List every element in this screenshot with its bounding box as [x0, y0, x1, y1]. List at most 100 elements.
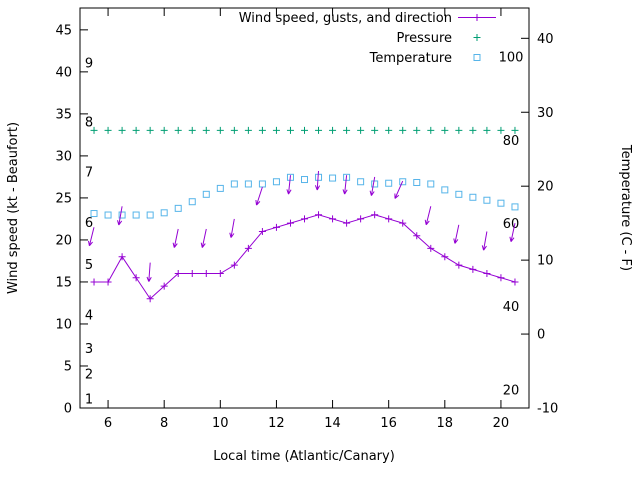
square-marker	[469, 193, 477, 201]
square-marker	[329, 174, 337, 182]
plus-marker	[202, 270, 210, 278]
left-ticks: 0 5 10 15 20 25 30 35 40 45	[55, 23, 88, 417]
plus-marker	[371, 211, 379, 219]
plus-marker	[413, 126, 421, 134]
x-tick-label: 18	[437, 416, 454, 431]
legend-label-temperature: Temperature	[369, 51, 452, 66]
beaufort-label: 4	[85, 309, 93, 324]
x-tick-label: 6	[104, 416, 112, 431]
x-tick-label: 20	[493, 416, 510, 431]
square-marker	[301, 176, 308, 184]
square-marker	[244, 180, 252, 188]
plus-marker	[230, 261, 238, 269]
left-tick-label: 15	[55, 275, 72, 290]
gust-direction-arrow	[394, 180, 404, 199]
plus-marker	[286, 219, 294, 227]
plus-marker	[258, 126, 266, 134]
square-marker	[511, 203, 519, 211]
square-marker	[188, 198, 196, 206]
left-tick-label: 5	[64, 359, 72, 374]
plot-area: 6 8 10 12 14 16 18 20051015202530354045-1001020…	[55, 7, 558, 431]
plus-marker	[202, 126, 210, 134]
plus-marker	[315, 126, 323, 134]
plus-marker	[188, 270, 196, 278]
square-marker	[427, 180, 435, 188]
square-marker	[230, 180, 238, 188]
square-marker	[413, 178, 421, 186]
right-tick-label: 0	[537, 328, 545, 343]
plus-marker	[371, 126, 379, 134]
x-tick-label: 16	[380, 416, 397, 431]
square-marker	[216, 184, 224, 192]
left-tick-label: 30	[55, 149, 72, 164]
beaufort-label: 1	[85, 393, 93, 408]
square-marker	[441, 186, 449, 194]
wind-series	[90, 211, 519, 303]
plus-marker	[258, 228, 266, 236]
inner-right-label: 40	[503, 300, 520, 315]
square-marker	[174, 204, 182, 212]
gust-direction-arrow	[481, 231, 488, 251]
plus-marker	[272, 223, 280, 231]
inner-right-label: 60	[503, 217, 520, 232]
beaufort-label: 6	[85, 216, 93, 231]
plus-marker	[427, 244, 435, 252]
plus-marker	[301, 126, 308, 134]
beaufort-label: 5	[85, 258, 93, 273]
gust-direction-arrow	[255, 186, 263, 206]
plus-marker	[160, 282, 168, 290]
right-tick-label: 30	[537, 106, 554, 121]
square-marker	[357, 178, 365, 186]
square-marker	[497, 199, 505, 207]
inner-right-label: 20	[503, 383, 520, 398]
gust-direction-arrow	[146, 262, 152, 282]
plus-marker	[343, 126, 351, 134]
square-marker	[118, 211, 126, 219]
plus-marker	[272, 126, 280, 134]
left-tick-label: 0	[64, 402, 72, 417]
gust-direction-arrow	[453, 224, 460, 244]
gust-direction-arrow	[314, 170, 321, 191]
x-ticks: 6 8 10 12 14 16 18 20	[104, 8, 509, 431]
right-tick-label: 10	[537, 254, 554, 269]
temperature-series	[90, 173, 519, 219]
square-marker	[385, 179, 393, 187]
plus-marker	[90, 126, 98, 134]
plus-marker	[357, 215, 365, 223]
plus-marker	[469, 126, 477, 134]
left-axis-title: Wind speed (kt - Beaufort)	[6, 122, 21, 294]
plus-marker	[160, 126, 168, 134]
plus-marker	[104, 278, 112, 286]
right-tick-label: 20	[537, 180, 554, 195]
plus-marker	[329, 215, 337, 223]
square-marker	[399, 178, 407, 186]
legend: Wind speed, gusts, and direction Pressur…	[239, 11, 496, 66]
gust-direction-arrow	[229, 218, 235, 238]
square-marker	[146, 211, 154, 219]
plus-marker	[118, 126, 126, 134]
plus-marker	[132, 274, 140, 282]
gust-direction-arrow	[200, 228, 207, 248]
x-tick-label: 12	[268, 416, 285, 431]
square-marker	[272, 178, 280, 186]
plus-marker	[483, 270, 491, 278]
gust-direction-arrow	[369, 176, 376, 196]
plus-marker	[441, 126, 449, 134]
plus-marker	[230, 126, 238, 134]
plus-marker	[343, 219, 351, 227]
right-tick-label: -10	[537, 402, 558, 417]
plus-marker	[329, 126, 337, 134]
plus-marker	[497, 126, 505, 134]
plus-marker	[483, 126, 491, 134]
gust-direction-arrow	[509, 222, 516, 242]
square-marker	[455, 190, 463, 198]
square-marker	[202, 190, 210, 198]
square-marker	[473, 54, 481, 61]
plus-marker	[104, 126, 112, 134]
beaufort-label: 9	[85, 56, 93, 71]
left-tick-label: 35	[55, 107, 72, 122]
wind-line	[94, 214, 516, 300]
x-axis-title: Local time (Atlantic/Canary)	[213, 449, 395, 464]
